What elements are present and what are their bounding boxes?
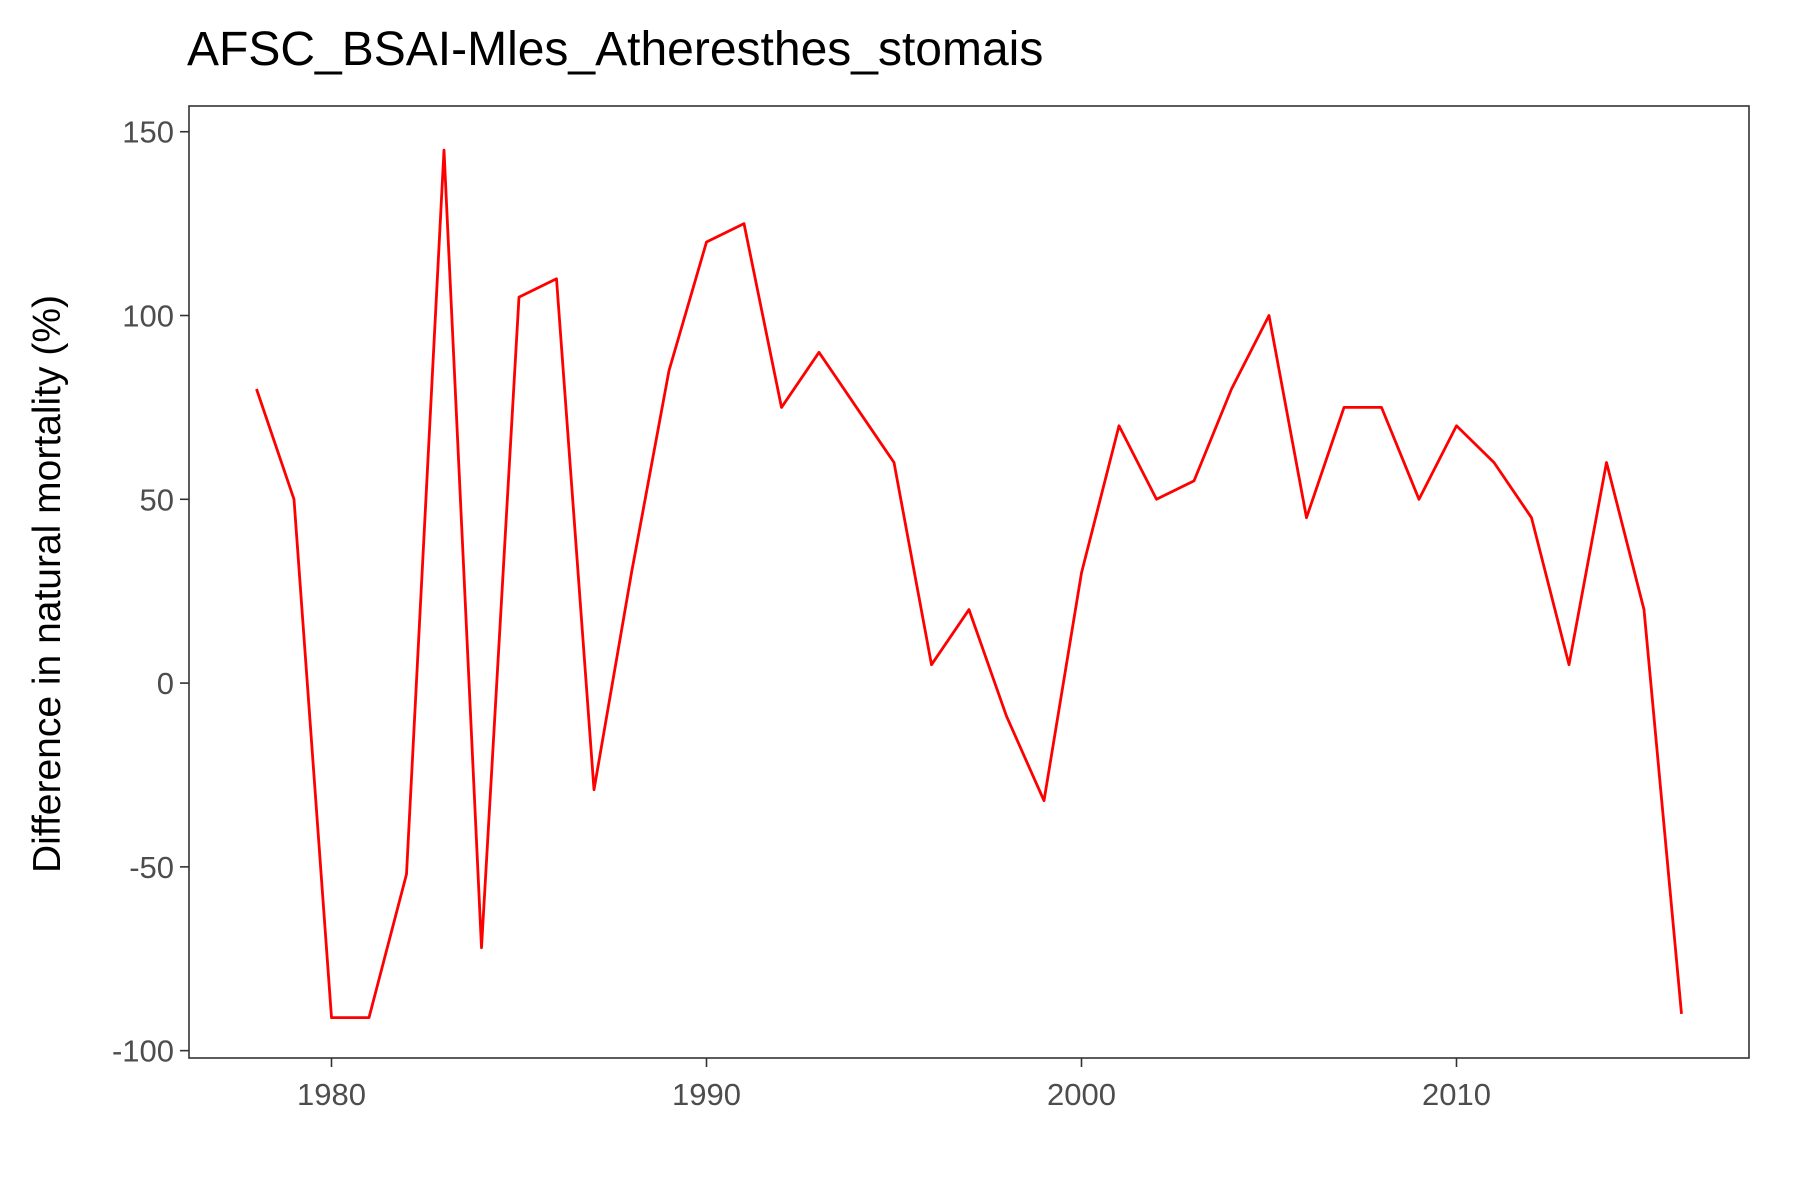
y-tick-label: -100 — [112, 1034, 174, 1069]
plot-panel-border — [188, 105, 1750, 1059]
series-layer — [255, 148, 1683, 1019]
x-tick-label: 2000 — [1047, 1077, 1116, 1112]
y-axis: -100 -50 0 50 100 150 — [112, 115, 189, 1069]
y-tick-label: 50 — [140, 482, 174, 517]
y-tick-label: 0 — [157, 666, 174, 701]
x-tick-label: 1980 — [297, 1077, 366, 1112]
chart-title: AFSC_BSAI-Mles_Atheresthes_stomais — [187, 23, 1043, 76]
y-axis-label: Difference in natural mortality (%) — [26, 295, 69, 873]
y-tick-label: 150 — [122, 115, 174, 150]
x-tick-label: 1990 — [672, 1077, 741, 1112]
y-tick-label: -50 — [129, 850, 174, 885]
x-tick-label: 2010 — [1422, 1077, 1491, 1112]
series-line — [255, 148, 1683, 1019]
y-tick-label: 100 — [122, 299, 174, 334]
x-axis: 1980 1990 2000 2010 — [297, 1058, 1491, 1112]
